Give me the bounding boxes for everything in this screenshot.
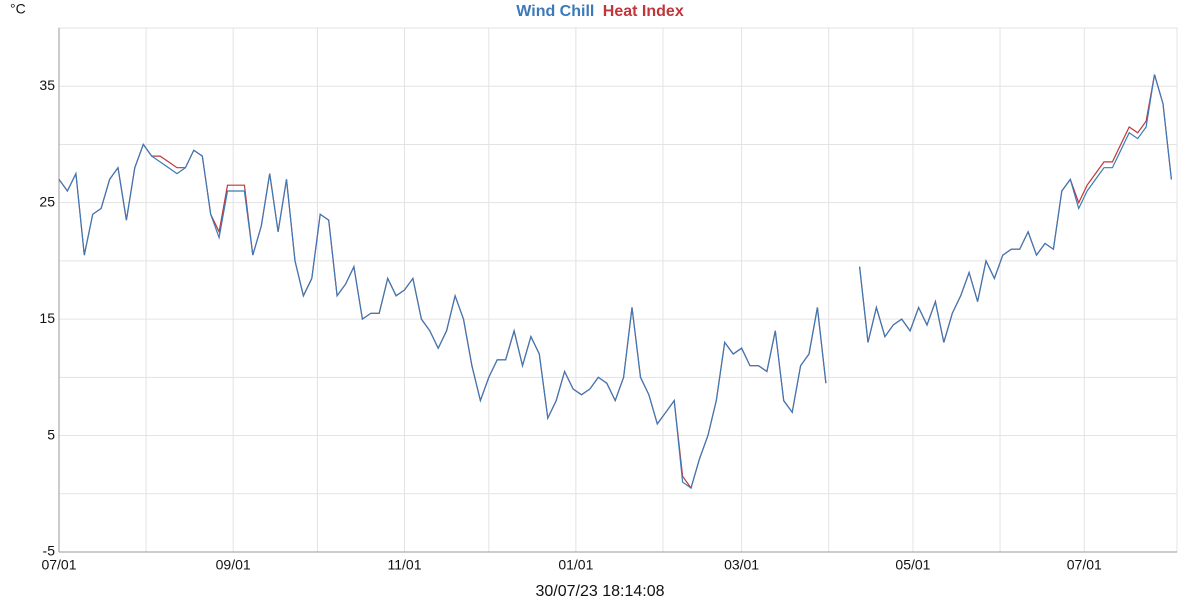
y-tick-label: 5 bbox=[47, 426, 55, 442]
data-line bbox=[58, 74, 1172, 490]
x-tick-label: 11/01 bbox=[388, 557, 422, 573]
legend-entry: Heat Index bbox=[603, 3, 684, 20]
chart-title: Wind Chill Heat Index bbox=[516, 3, 684, 20]
x-tick-label: 05/01 bbox=[895, 557, 930, 573]
timestamp: 30/07/23 18:14:08 bbox=[535, 583, 664, 600]
y-tick-label: 25 bbox=[39, 193, 55, 209]
data-line bbox=[58, 74, 1172, 489]
plot-frame bbox=[58, 27, 1178, 553]
y-unit: °C bbox=[10, 1, 26, 17]
legend-entry: Wind Chill bbox=[516, 3, 594, 20]
x-tick-label: 07/01 bbox=[1067, 557, 1102, 573]
y-tick-label: -5 bbox=[43, 543, 56, 559]
y-tick-label: 35 bbox=[39, 77, 55, 93]
x-tick-label: 03/01 bbox=[724, 557, 759, 573]
y-tick-label: 15 bbox=[39, 310, 55, 326]
x-tick-label: 09/01 bbox=[216, 557, 251, 573]
x-tick-label: 07/01 bbox=[41, 557, 76, 573]
x-tick-label: 01/01 bbox=[558, 557, 593, 573]
